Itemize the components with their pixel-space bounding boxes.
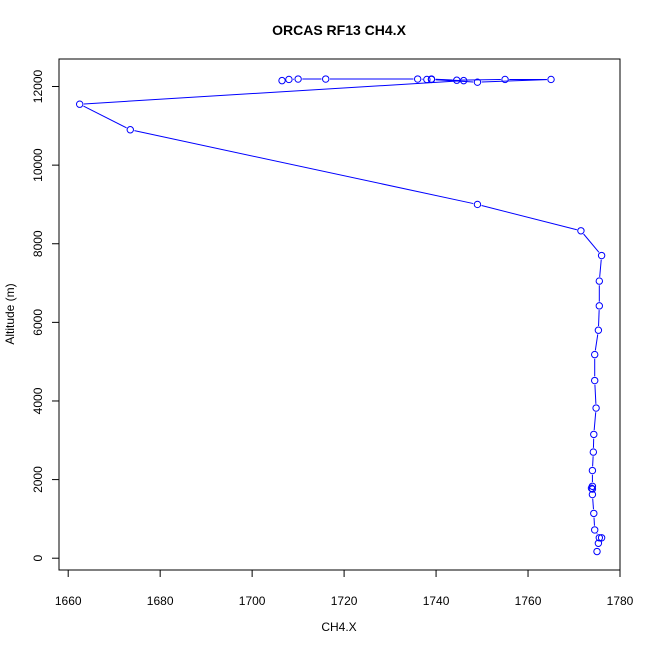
data-point [595,277,604,285]
x-axis: 1660 1680 1700 1720 1740 1760 1780 [55,569,634,608]
series-segment [481,204,577,231]
data-point [590,430,598,439]
data-point [453,76,461,84]
y-tick-label: 12000 [31,70,45,104]
data-point [591,350,599,359]
series-segment [460,79,501,81]
data-point [588,466,597,475]
data-point [75,100,84,108]
series-segment [83,80,460,105]
series-layer [75,75,606,556]
data-point [423,75,431,84]
data-point [588,485,597,493]
data-point [597,251,606,260]
data-point [595,302,604,310]
data-point [594,539,603,547]
x-tick-label: 1760 [515,594,542,608]
data-point [459,76,468,85]
series-segment [592,498,594,510]
data-point [501,75,509,84]
x-tick-label: 1780 [607,594,634,608]
data-point [547,75,555,84]
data-point [593,547,601,556]
data-point [595,534,604,542]
plot-frame [58,58,621,571]
series-segment [594,334,599,351]
y-axis-label: Altitude (m) [3,283,17,344]
data-point [592,404,600,412]
data-point [590,509,598,518]
x-tick-label: 1660 [55,594,82,608]
y-tick-label: 0 [31,555,45,562]
data-point [588,490,597,499]
data-point [577,227,585,235]
data-point [473,78,482,86]
y-axis: 0 2000 4000 6000 8000 10000 12000 [31,70,60,562]
series-segment [599,259,602,277]
data-point [597,534,606,542]
y-tick-label: 6000 [31,309,45,336]
data-point [278,76,286,85]
data-point [591,526,599,534]
data-point [126,126,134,134]
y-tick-label: 8000 [31,230,45,257]
series-segment [592,456,594,467]
data-point [322,75,330,83]
data-point [591,376,599,385]
series-segment [598,310,600,327]
y-tick-label: 10000 [31,148,45,182]
series-segment [134,130,474,205]
x-tick-label: 1680 [147,594,174,608]
x-tick-label: 1700 [239,594,266,608]
data-point [473,200,482,209]
x-tick-label: 1740 [423,594,450,608]
series-segment [435,79,460,81]
y-tick-label: 2000 [31,466,45,493]
data-point [285,75,293,84]
data-point [594,326,603,334]
series-segment [83,105,127,129]
data-point [294,75,302,83]
data-point [589,448,598,456]
x-tick-label: 1720 [331,594,358,608]
series-segment [583,233,600,253]
series-segment [481,79,547,83]
x-axis-label: CH4.X [321,620,356,634]
chart-title: ORCAS RF13 CH4.X [272,22,406,38]
data-point [427,75,436,84]
y-tick-label: 4000 [31,387,45,414]
series-segment [593,412,597,431]
data-point [413,75,422,83]
series-segment [594,384,597,404]
